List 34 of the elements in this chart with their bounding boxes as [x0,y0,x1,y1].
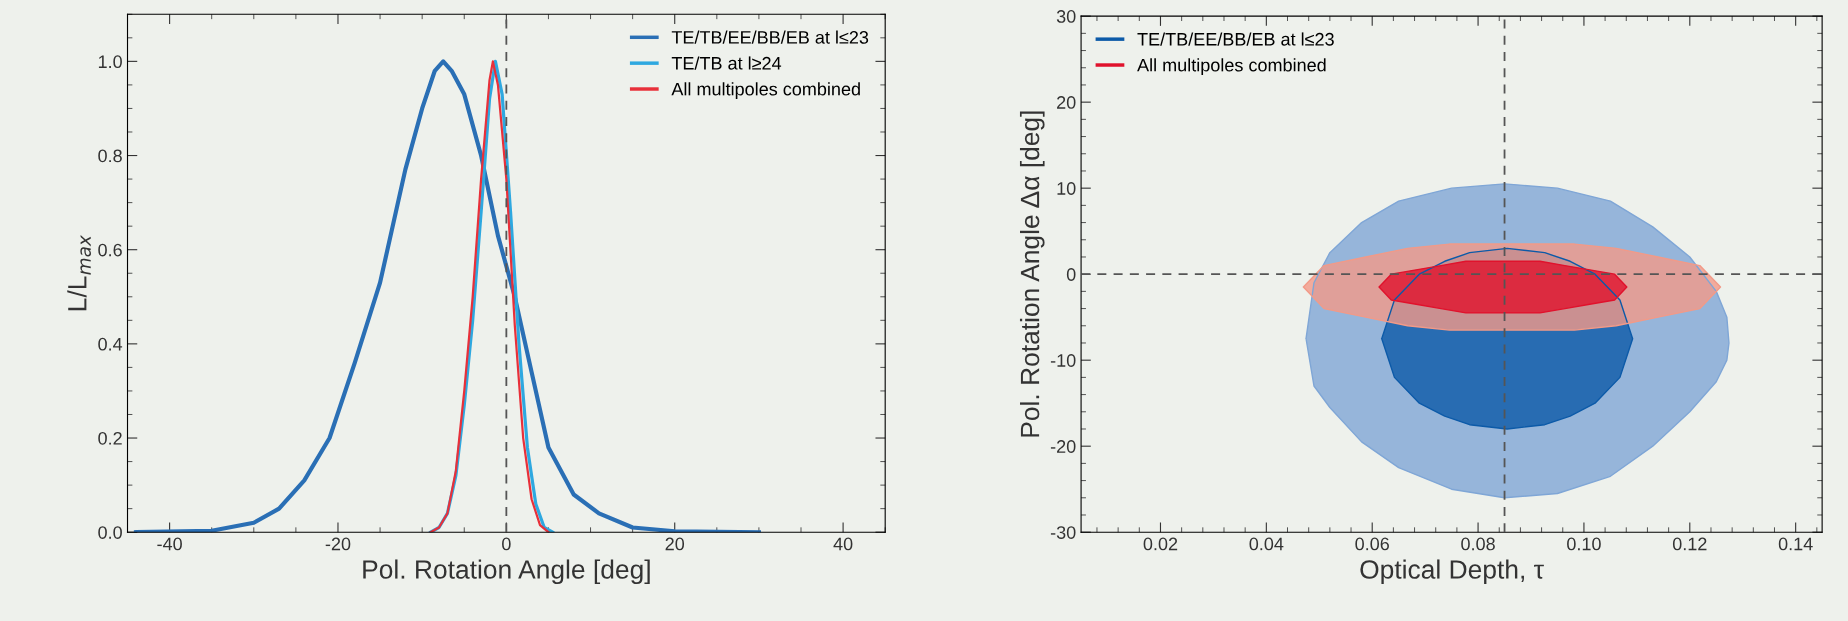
x-tick-label: 40 [833,537,853,551]
y-tick-label: -30 [1050,526,1076,539]
x-tick-label: 0.10 [1567,537,1601,551]
x-axis-title: Pol. Rotation Angle [deg] [363,559,650,585]
y-tick-label: -10 [1050,354,1076,367]
x-tick-label: 0 [502,537,511,551]
y-tick-label: 0.6 [98,243,122,257]
x-axis-title: Optical Depth, τ [1360,559,1544,585]
y-tick-label: 10 [1057,182,1076,195]
x-tick-label: 20 [665,537,685,551]
y-tick-label: -20 [1050,440,1076,453]
x-tick-label: 0.04 [1249,537,1284,551]
legend-label: TE/TB/EE/BB/EB at l≤23 [671,30,869,44]
x-tick-label: 0.02 [1143,537,1178,551]
x-tick-label: 0.12 [1672,537,1707,551]
y-axis-title: Pol. Rotation Angle Δα [deg] [1019,111,1045,437]
legend-label: TE/TB at l≥24 [671,56,782,70]
x-tick-label: 0.08 [1461,537,1495,551]
y-tick-label: 0.8 [98,149,122,163]
x-tick-label: -20 [325,537,351,551]
x-tick-label: 0.06 [1355,537,1389,551]
y-tick-label: 0.4 [98,337,123,351]
y-tick-label: 1.0 [98,55,122,69]
y-tick-label: 0 [1066,268,1076,281]
legend-label: TE/TB/EE/BB/EB at l≤23 [1137,32,1334,46]
y-tick-label: 0.0 [98,526,122,539]
y-axis-title: L/L$_{max}$ [67,234,91,311]
legend-label: All multipoles combined [671,82,860,100]
legend-label: All multipoles combined [1137,58,1326,76]
y-tick-label: 20 [1057,96,1076,109]
x-tick-label: -40 [157,537,182,551]
y-tick-label: 0.2 [98,431,122,445]
y-tick-label: 30 [1056,10,1076,23]
x-tick-label: 0.14 [1778,537,1813,551]
